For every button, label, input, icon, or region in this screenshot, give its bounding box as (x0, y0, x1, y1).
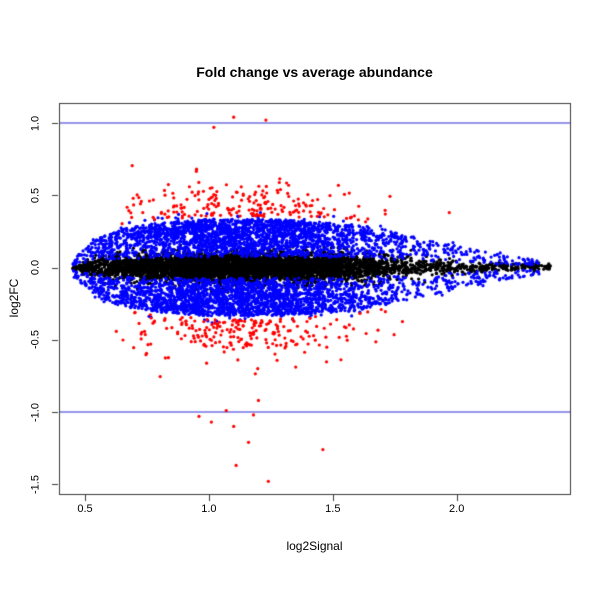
y-tick-label: -1.5 (29, 474, 42, 494)
y-tick-label: 0.0 (29, 259, 42, 276)
x-tick-label: 1.0 (201, 503, 217, 515)
y-axis-label: log2FC (7, 278, 21, 318)
chart-title: Fold change vs average abundance (196, 64, 433, 80)
x-tick-label: 0.5 (77, 503, 93, 515)
y-tick-label: 1.0 (29, 115, 42, 131)
y-tick-label: -1.0 (29, 402, 42, 422)
y-tick-label: 0.5 (29, 187, 42, 203)
x-tick-label: 1.5 (325, 503, 341, 515)
x-axis-label: log2Signal (286, 539, 343, 553)
x-tick-label: 2.0 (449, 503, 465, 515)
y-tick-label: -0.5 (29, 330, 42, 350)
